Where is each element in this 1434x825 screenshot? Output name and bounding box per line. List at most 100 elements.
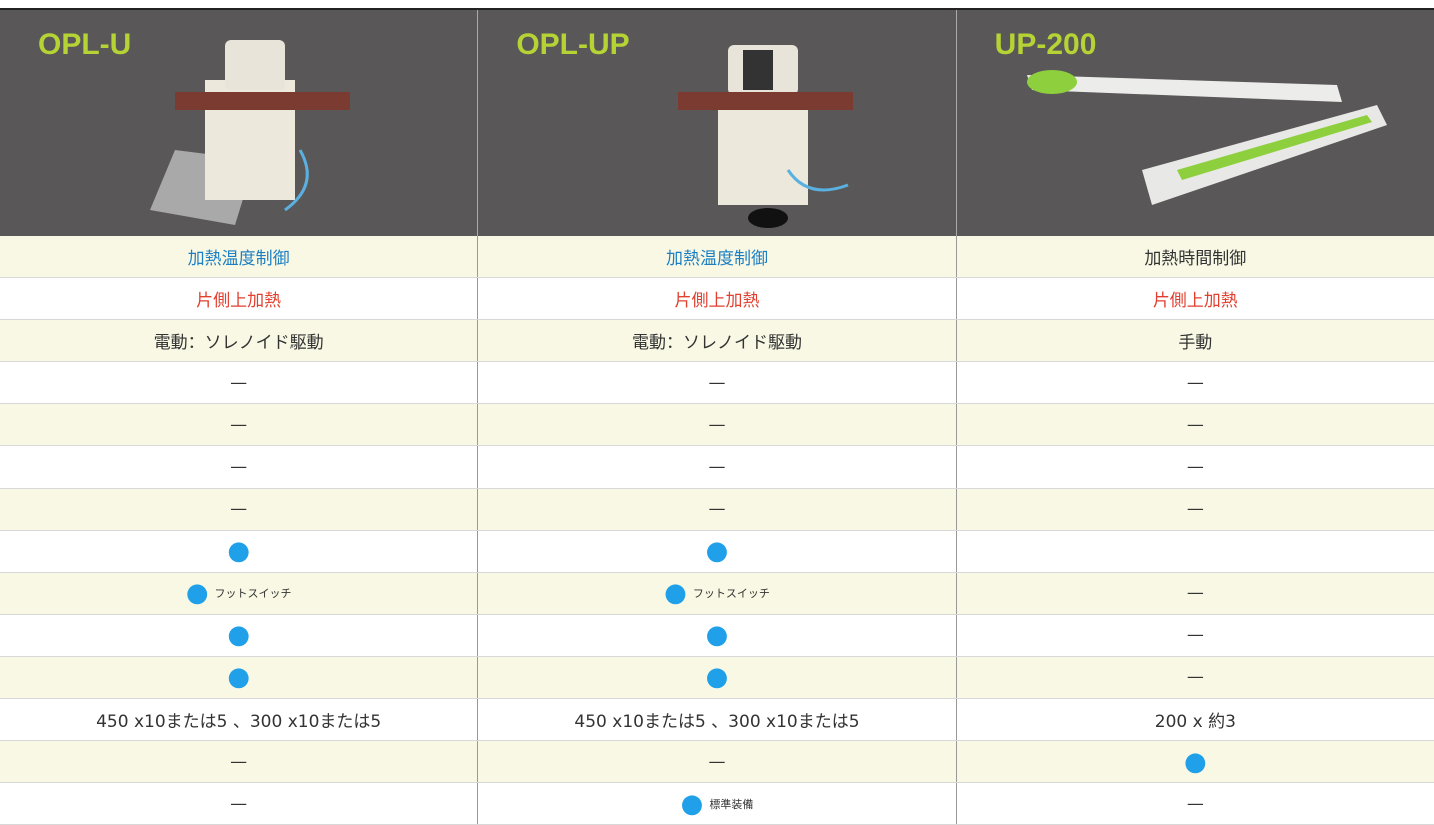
dot-mark: ● xyxy=(227,620,250,651)
dot-mark: ● xyxy=(227,536,250,567)
dot-mark: ● xyxy=(664,578,687,609)
dot-mark: ● xyxy=(680,788,704,819)
table-cell: — xyxy=(478,741,957,783)
table-cell: — xyxy=(957,489,1434,530)
table-row: — — — xyxy=(0,362,1434,405)
table-cell: — xyxy=(957,362,1434,403)
cell-text: 450 x10または5 、300 x10または5 xyxy=(96,712,382,733)
product-name: UP-200 xyxy=(994,28,1097,61)
cell-text: — xyxy=(230,414,248,435)
cell-text: 450 x10または5 、300 x10または5 xyxy=(574,712,860,733)
cell-text: 加熱温度制御 xyxy=(665,249,768,270)
table-cell: 電動：ソレノイド駆動 xyxy=(478,320,957,362)
table-cell: ● 標準装備 xyxy=(478,783,957,825)
table-cell: ● xyxy=(478,614,957,656)
product-header: UP-200 xyxy=(957,10,1434,236)
table-cell: 加熱時間制御 xyxy=(957,236,1434,277)
table-row: — — — xyxy=(0,488,1434,531)
table-cell xyxy=(957,531,1434,572)
cell-text: — xyxy=(1186,499,1204,520)
cell-text: 片側上加熱 xyxy=(674,291,760,312)
table-cell: — xyxy=(478,488,957,530)
table-row: ● フットスイッチ ● フットスイッチ — xyxy=(0,572,1434,615)
table-cell: 450 x10または5 、300 x10または5 xyxy=(0,699,479,741)
cell-text: — xyxy=(1186,667,1204,688)
table-cell: 片側上加熱 xyxy=(0,278,479,320)
cell-text: 電動：ソレノイド駆動 xyxy=(153,333,324,354)
table-row: 片側上加熱 片側上加熱 片側上加熱 xyxy=(0,278,1434,321)
table-cell: — xyxy=(0,404,479,446)
table-cell: 片側上加熱 xyxy=(478,278,957,320)
table-cell: — xyxy=(478,404,957,446)
cell-text: — xyxy=(708,372,726,393)
cell-text: — xyxy=(230,372,248,393)
table-cell: ● フットスイッチ xyxy=(478,572,957,614)
table-cell: 加熱温度制御 xyxy=(0,236,479,278)
table-cell: ● xyxy=(478,530,957,572)
table-row: 加熱温度制御 加熱温度制御 加熱時間制御 xyxy=(0,236,1434,279)
comparison-table: OPL-U OPL-UP UP-200 加熱温度制御 加熱温度制御 加熱時間制御 片側 xyxy=(0,8,1434,825)
table-row: ● ● — xyxy=(0,614,1434,657)
cell-text: 加熱時間制御 xyxy=(1144,249,1247,270)
dot-mark: ● xyxy=(185,578,209,609)
table-cell: ● xyxy=(957,741,1434,782)
dot-mark: ● xyxy=(705,536,729,567)
cell-text: — xyxy=(1186,372,1204,393)
product-image xyxy=(1026,70,1387,205)
table-row: — ● 標準装備 — xyxy=(0,783,1434,825)
cell-text: — xyxy=(1186,793,1204,814)
table-cell: — xyxy=(0,446,479,488)
dot-mark: ● xyxy=(705,662,729,693)
table-cell: — xyxy=(0,362,479,404)
cell-text: 片側上加熱 xyxy=(196,291,282,312)
table-cell: — xyxy=(0,488,479,530)
cell-text: — xyxy=(708,457,726,478)
table-cell: — xyxy=(957,404,1434,445)
product-name: OPL-U xyxy=(38,28,132,61)
cell-text: — xyxy=(1186,414,1204,435)
product-image xyxy=(678,45,854,228)
cell-text: — xyxy=(1186,625,1204,646)
table-cell: 手動 xyxy=(957,320,1434,361)
table-cell: 片側上加熱 xyxy=(957,278,1434,319)
table-body: 加熱温度制御 加熱温度制御 加熱時間制御 片側上加熱 片側上加熱 片側上加熱 電動：ソレノイ… xyxy=(0,236,1434,825)
table-cell: 450 x10または5 、300 x10または5 xyxy=(478,699,957,741)
product-header: OPL-UP xyxy=(478,10,957,236)
cell-text: — xyxy=(1186,457,1204,478)
table-row: 450 x10または5 、300 x10または5 450 x10または5 、300… xyxy=(0,699,1434,742)
cell-text: 加熱温度制御 xyxy=(187,249,290,270)
dot-mark: ● xyxy=(705,620,729,651)
table-cell: 加熱温度制御 xyxy=(478,236,957,278)
table-row: — — — xyxy=(0,404,1434,447)
cell-text: — xyxy=(230,457,248,478)
table-cell: ● xyxy=(478,656,957,699)
table-row: ● ● xyxy=(0,530,1434,573)
cell-text: 標準装備 xyxy=(709,797,754,811)
cell-text: フットスイッチ xyxy=(692,587,770,601)
table-row: ● ● — xyxy=(0,656,1434,700)
table-cell: — xyxy=(957,783,1434,824)
cell-text: 手動 xyxy=(1178,333,1213,354)
table-cell: — xyxy=(957,446,1434,487)
product-name: OPL-UP xyxy=(516,28,630,61)
cell-text: — xyxy=(708,751,726,772)
table-cell: — xyxy=(0,741,479,783)
table-cell: 電動：ソレノイド駆動 xyxy=(0,320,479,362)
table-cell: ● xyxy=(0,530,479,572)
table-cell: — xyxy=(957,573,1434,614)
table-cell: 200 x 約3 xyxy=(957,699,1434,740)
table-row: — — ● xyxy=(0,741,1434,784)
table-cell: — xyxy=(478,446,957,488)
dot-mark: ● xyxy=(227,662,250,693)
table-cell: — xyxy=(957,615,1434,656)
table-cell: — xyxy=(0,783,479,825)
table-cell: ● xyxy=(0,656,479,699)
table-row: 電動：ソレノイド駆動 電動：ソレノイド駆動 手動 xyxy=(0,320,1434,363)
table-header: OPL-U OPL-UP UP-200 xyxy=(0,10,1434,236)
table-cell: ● xyxy=(0,614,479,656)
cell-text: フットスイッチ xyxy=(214,587,292,601)
table-cell: ● フットスイッチ xyxy=(0,572,479,614)
table-cell: — xyxy=(957,657,1434,698)
cell-text: — xyxy=(230,751,248,772)
